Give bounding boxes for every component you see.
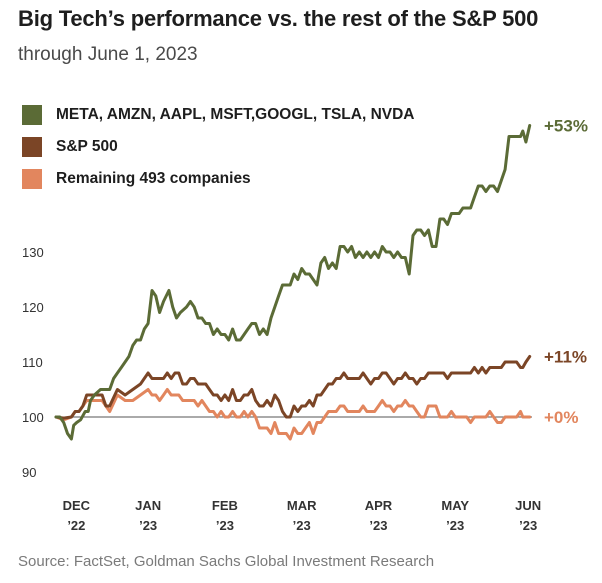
chart-title: Big Tech’s performance vs. the rest of t… [18,6,539,31]
x-tick-label-jun: JUN [515,498,541,513]
y-tick-label-90: 90 [22,465,36,480]
legend-swatch-sp500 [22,137,42,157]
legend: META, AMZN, AAPL, MSFT,GOOGL, TSLA, NVDA… [22,104,415,200]
y-tick-label-110: 110 [22,355,43,370]
x-tick-year-feb: ’23 [216,518,234,533]
y-tick-label-120: 120 [22,300,44,315]
x-tick-label-dec: DEC [63,498,91,513]
x-tick-year-jan: ’23 [139,518,157,533]
x-tick-label-feb: FEB [212,498,238,513]
x-tick-label-mar: MAR [287,498,317,513]
legend-item-remaining-493: Remaining 493 companies [22,168,415,190]
legend-label-remaining-493: Remaining 493 companies [56,170,251,187]
legend-label-sp500: S&P 500 [56,138,118,155]
legend-swatch-big-tech [22,105,42,125]
source-note: Source: FactSet, Goldman Sachs Global In… [18,553,435,570]
legend-item-sp500: S&P 500 [22,136,415,158]
x-tick-year-dec: ’22 [67,518,85,533]
x-tick-label-apr: APR [365,498,393,513]
end-label-sp500: +11% [544,348,587,367]
end-label-big-tech: +53% [544,117,588,136]
y-tick-label-100: 100 [22,410,44,425]
x-tick-label-jan: JAN [135,498,161,513]
series-line-remaining-493 [54,388,532,441]
x-tick-label-may: MAY [441,498,469,513]
end-label-remaining-493: +0% [544,408,579,427]
x-tick-year-jun: ’23 [519,518,537,533]
legend-swatch-remaining-493 [22,169,42,189]
legend-item-big-tech: META, AMZN, AAPL, MSFT,GOOGL, TSLA, NVDA [22,104,415,126]
x-tick-year-may: ’23 [446,518,464,533]
series-line-sp500 [54,355,532,420]
legend-label-big-tech: META, AMZN, AAPL, MSFT,GOOGL, TSLA, NVDA [56,106,415,123]
series-line-big-tech [54,124,532,441]
y-tick-label-130: 130 [22,245,44,260]
x-tick-year-apr: ’23 [369,518,387,533]
chart-subtitle: through June 1, 2023 [18,44,198,65]
x-tick-year-mar: ’23 [293,518,311,533]
